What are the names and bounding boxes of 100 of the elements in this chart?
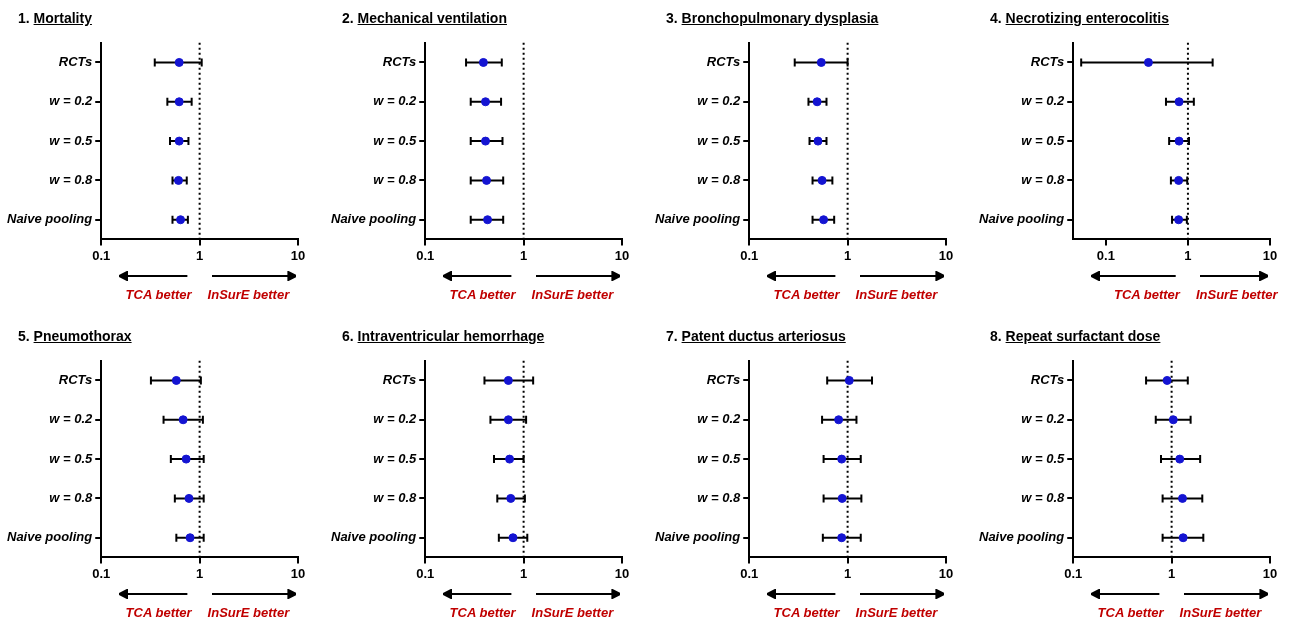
chart-title: 8. Repeat surfactant dose [990,328,1161,344]
y-tick-label: Naive pooling [331,211,417,227]
text: TCA better [125,605,192,620]
y-tick-label: w = 0.2 [697,93,741,109]
y-tick-label: Naive pooling [331,529,417,545]
point [184,493,194,503]
y-tick-label: Naive pooling [655,529,741,545]
x-tick-label: 0.1 [740,565,759,581]
point [813,136,823,146]
point [171,375,181,385]
y-tick-label: w = 0.8 [1021,172,1065,187]
point [844,375,854,385]
chart-title: 3. Bronchopulmonary dysplasia [666,10,879,26]
x-tick-label: 1 [196,565,204,581]
text: InSurE better [855,605,938,620]
y-tick-label: w = 0.8 [697,172,741,187]
y-tick-label: w = 0.2 [49,411,93,427]
x-tick-label: 0.1 [92,565,111,581]
point [178,415,188,425]
y-tick-label: RCTs [58,54,93,70]
y-tick-label: w = 0.2 [1021,411,1065,427]
point [812,97,822,107]
y-tick-label: Naive pooling [979,529,1065,545]
y-tick-label: Naive pooling [7,211,93,227]
y-tick-label: w = 0.2 [49,93,93,109]
text: TCA better [1097,605,1164,620]
y-tick-label: RCTs [1030,372,1065,388]
chart-title: 1. Mortality [18,10,92,26]
x-tick-label: 1 [520,565,528,581]
y-tick-label: RCTs [382,54,417,70]
y-tick-label: w = 0.8 [373,172,417,187]
x-tick-label: 10 [614,247,630,263]
y-tick-label: w = 0.5 [373,450,417,466]
y-tick-label: RCTs [58,372,93,388]
y-tick-label: RCTs [382,372,417,388]
chart-title: 5. Pneumothorax [18,328,132,344]
x-tick-label: 10 [1262,565,1278,581]
point [837,533,847,543]
text: InSurE better [207,605,290,620]
y-tick-label: w = 0.5 [1021,450,1065,466]
text: InSurE better [855,287,938,302]
y-tick-label: w = 0.8 [373,490,417,505]
chart-title: 6. Intraventricular hemorrhage [342,328,545,344]
x-tick-label: 1 [844,247,852,263]
text: InSurE better [207,287,290,302]
text: TCA better [125,287,192,302]
text: TCA better [449,605,516,620]
y-tick-label: Naive pooling [7,529,93,545]
x-tick-label: 10 [938,565,954,581]
x-tick-label: 0.1 [416,247,435,263]
point [181,454,191,464]
y-tick-label: w = 0.8 [697,490,741,505]
point [837,454,847,464]
x-tick-label: 1 [1168,565,1176,581]
x-tick-label: 0.1 [1096,247,1115,263]
x-tick-label: 10 [1262,247,1278,263]
x-tick-label: 1 [844,565,852,581]
x-tick-label: 0.1 [740,247,759,263]
y-tick-label: w = 0.5 [373,132,417,148]
y-tick-label: w = 0.5 [1021,132,1065,148]
x-tick-label: 1 [196,247,204,263]
point [1175,454,1185,464]
y-tick-label: Naive pooling [979,211,1065,227]
point [1162,375,1172,385]
point [1178,533,1188,543]
point [817,175,827,185]
x-tick-label: 0.1 [1064,565,1083,581]
text: TCA better [773,605,840,620]
chart-title: 2. Mechanical ventilation [342,10,507,26]
y-tick-label: w = 0.5 [697,132,741,148]
y-tick-label: w = 0.2 [697,411,741,427]
y-tick-label: Naive pooling [655,211,741,227]
x-tick-label: 0.1 [92,247,111,263]
x-tick-label: 10 [290,247,306,263]
point [837,493,847,503]
point [185,533,195,543]
point [1168,415,1178,425]
y-tick-label: RCTs [706,372,741,388]
chart-title: 7. Patent ductus arteriosus [666,328,846,344]
y-tick-label: w = 0.8 [49,490,93,505]
text: InSurE better [1179,605,1262,620]
x-tick-label: 10 [614,565,630,581]
x-tick-label: 0.1 [416,565,435,581]
point [816,57,826,67]
y-tick-label: RCTs [1030,54,1065,70]
x-tick-label: 1 [1184,247,1192,263]
y-tick-label: w = 0.8 [49,172,93,187]
y-tick-label: w = 0.5 [49,132,93,148]
y-tick-label: w = 0.2 [373,411,417,427]
text: InSurE better [531,605,614,620]
y-tick-label: w = 0.5 [697,450,741,466]
text: TCA better [449,287,516,302]
y-tick-label: w = 0.8 [1021,490,1065,505]
y-tick-label: w = 0.2 [373,93,417,109]
x-tick-label: 10 [938,247,954,263]
point [834,415,844,425]
text: InSurE better [531,287,614,302]
text: TCA better [1113,287,1180,302]
x-tick-label: 10 [290,565,306,581]
text: TCA better [773,287,840,302]
